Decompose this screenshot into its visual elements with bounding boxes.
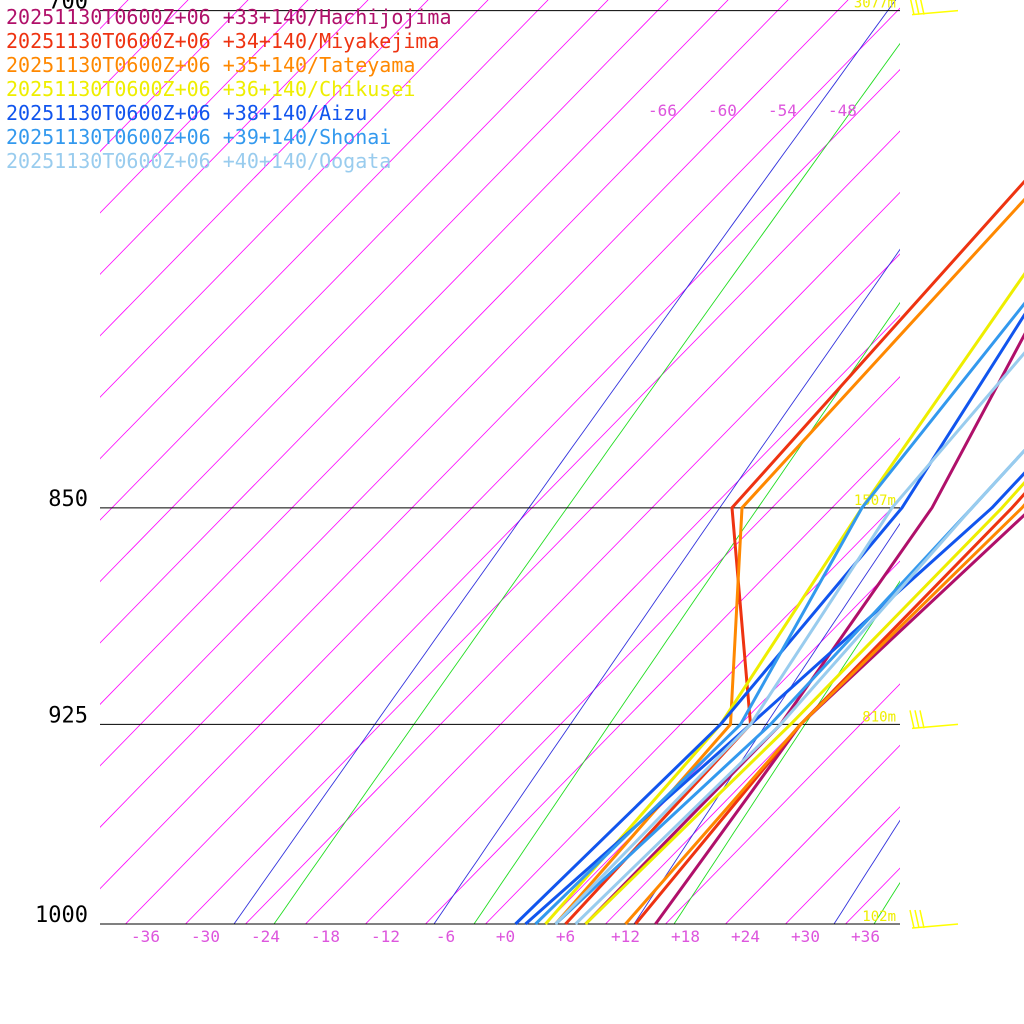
isotherm-top-label: -54 — [768, 101, 797, 120]
sounding-series — [514, 179, 1024, 926]
legend-entry: 20251130T0600Z+06 +35+140/Tateyama — [6, 53, 415, 77]
x-tick-label: +0 — [496, 927, 515, 946]
wind-barb-flag — [919, 710, 925, 729]
x-tick-label: +36 — [851, 927, 880, 946]
isotherm-top-label: -66 — [648, 101, 677, 120]
axis-labels: 0330350370390410320340360380400100150200… — [35, 0, 880, 946]
legend-entry: 20251130T0600Z+06 +40+140/Oogata — [6, 149, 391, 173]
dewpoint-line — [544, 272, 1024, 925]
wind-barb-staff — [911, 723, 959, 730]
x-tick-label: -30 — [191, 927, 220, 946]
x-tick-label: +6 — [556, 927, 575, 946]
dry-adiabat-lines — [273, 42, 900, 924]
x-tick-label: -12 — [371, 927, 400, 946]
height-label: 810m — [862, 709, 896, 725]
x-tick-label: +24 — [731, 927, 760, 946]
y-tick-label: 1000 — [35, 903, 88, 928]
moist-adiabat-lines — [233, 0, 900, 924]
wind-barb-flag — [914, 0, 920, 15]
dewpoint-line — [564, 179, 1024, 926]
wind-barb-flag — [914, 909, 920, 929]
isotherm-top-label: -48 — [828, 101, 857, 120]
height-label: 102m — [862, 909, 896, 925]
legend-entry: 20251130T0600Z+06 +36+140/Chikusei — [6, 77, 415, 101]
height-labels: 16342m13832m11970m10474m9255m5663m3077m1… — [854, 0, 896, 925]
wind-barb-flag — [909, 0, 915, 15]
moist-adiabat-line — [233, 0, 897, 924]
legend-entry: 20251130T0600Z+06 +39+140/Shonai — [6, 125, 391, 149]
wind-barb-flag — [909, 909, 915, 929]
dry-adiabat-line — [473, 301, 900, 924]
wind-barb-flag — [919, 0, 925, 15]
wind-barb-staff — [911, 9, 959, 16]
y-tick-label: 850 — [48, 487, 88, 512]
legend-entry: 20251130T0600Z+06 +34+140/Miyakejima — [6, 29, 439, 53]
x-tick-label: -18 — [311, 927, 340, 946]
wind-barb-flag — [919, 909, 925, 929]
wind-barbs — [909, 0, 959, 929]
legend: 20251130T0600Z+06 +33+140/Hachijojima202… — [6, 5, 452, 173]
wind-barb-flag — [909, 710, 915, 729]
height-label: 1507m — [854, 493, 896, 509]
x-tick-label: +18 — [671, 927, 700, 946]
dewpoint-line — [554, 197, 1024, 925]
y-tick-label: 925 — [48, 703, 88, 728]
legend-entry: 20251130T0600Z+06 +33+140/Hachijojima — [6, 5, 452, 29]
x-tick-label: -24 — [251, 927, 280, 946]
height-label: 3077m — [854, 0, 896, 12]
x-tick-label: +12 — [611, 927, 640, 946]
wind-barb-flag — [914, 710, 920, 729]
x-tick-label: -6 — [436, 927, 455, 946]
x-tick-label: +30 — [791, 927, 820, 946]
isotherm-top-label: -60 — [708, 101, 737, 120]
dewpoint-line — [554, 351, 1024, 926]
dry-adiabat-line — [273, 42, 900, 924]
y-tick-label: 700 — [48, 0, 88, 15]
dewpoint-line — [534, 301, 1024, 926]
x-tick-label: -36 — [131, 927, 160, 946]
isobar-lines — [100, 10, 900, 925]
wind-barb-staff — [911, 923, 959, 929]
legend-entry: 20251130T0600Z+06 +38+140/Aizu — [6, 101, 367, 125]
moist-adiabat-line — [433, 248, 900, 924]
